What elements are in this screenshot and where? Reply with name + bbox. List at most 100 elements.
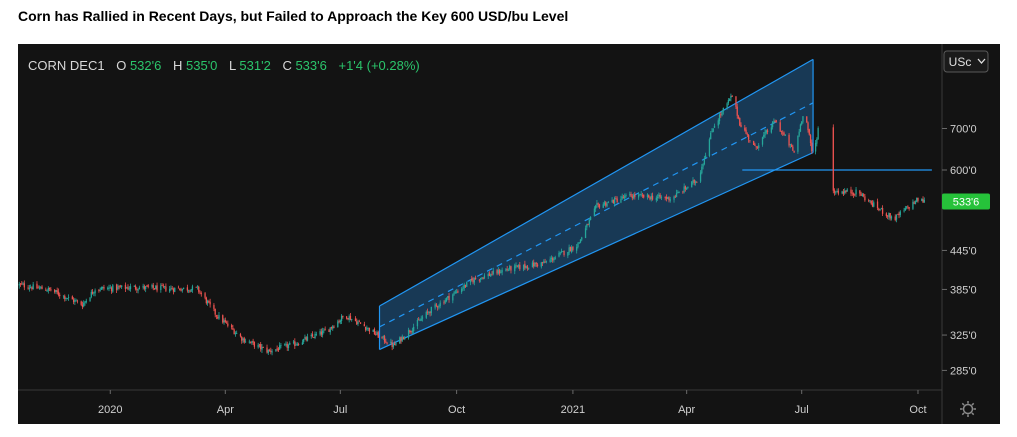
candle-body <box>602 204 604 208</box>
candle-body <box>373 329 376 335</box>
unit-selector-bg[interactable] <box>943 50 989 73</box>
close-value: 533'6 <box>295 58 326 73</box>
candle-body <box>659 194 661 198</box>
candle-body <box>50 289 52 291</box>
candle-body <box>625 194 627 196</box>
candle-body <box>429 311 431 314</box>
candle-body <box>533 262 535 267</box>
price-axis[interactable]: 285'0 325'0 385'0 445'0 600'0 700'0 <box>942 123 977 377</box>
candle-body <box>519 264 521 270</box>
candle-body <box>75 300 77 302</box>
candle-body <box>27 287 29 289</box>
candle-body <box>46 290 48 292</box>
candle-body <box>621 196 623 199</box>
candle-body <box>603 202 606 205</box>
unit-selector-button[interactable]: USc <box>943 50 989 73</box>
candle-body <box>357 322 359 325</box>
candle-body <box>462 288 464 290</box>
x-tick-label: Oct <box>448 404 465 416</box>
candle-body <box>783 132 785 136</box>
candle-body <box>267 350 269 353</box>
candle-body <box>579 239 582 243</box>
candle-body <box>297 344 300 345</box>
candle-body <box>314 333 316 338</box>
chart-panel[interactable]: 285'0 325'0 385'0 445'0 600'0 700'0 2020 Apr Ju… <box>18 44 1000 424</box>
candle-body <box>170 287 172 289</box>
candle-body <box>137 289 139 291</box>
y-tick-label: 445'0 <box>950 245 977 257</box>
candle-body <box>897 213 899 215</box>
candle-body <box>905 206 908 208</box>
candle-body <box>528 267 530 269</box>
candle-body <box>870 200 872 204</box>
candle-body <box>581 237 583 240</box>
candle-body <box>717 120 719 126</box>
candle-body <box>667 196 669 200</box>
candle-body <box>115 284 118 290</box>
candle-body <box>541 262 544 264</box>
time-axis[interactable]: 2020 Apr Jul Oct 2021 Apr Jul Oct <box>98 390 927 416</box>
candle-body <box>165 286 167 291</box>
candle-body <box>315 334 317 335</box>
last-price-badge-bg <box>942 193 990 210</box>
change-value: +1'4 (+0.28%) <box>338 58 419 73</box>
candle-body <box>869 200 871 202</box>
candle-body <box>577 243 579 247</box>
candle-body <box>161 285 163 287</box>
candle-body <box>251 341 253 343</box>
candle-body <box>744 127 746 131</box>
candle-body <box>622 197 625 199</box>
candle-body <box>47 287 49 291</box>
candle-body <box>861 194 864 197</box>
price-chart[interactable]: 285'0 325'0 385'0 445'0 600'0 700'0 2020 Apr Ju… <box>18 44 1000 424</box>
candle-body <box>611 200 613 202</box>
candle-body <box>383 336 386 342</box>
candle-body <box>83 302 85 307</box>
candle-body <box>606 203 608 207</box>
candle-body <box>774 120 776 123</box>
candle-body <box>792 146 794 151</box>
symbol-name: CORN DEC1 <box>28 58 105 73</box>
candle-body <box>262 347 264 348</box>
candle-body <box>691 181 693 188</box>
candle-body <box>632 195 635 198</box>
candle-body <box>755 146 757 148</box>
candle-body <box>80 301 82 305</box>
candle-body <box>329 327 331 333</box>
candle-body <box>394 343 396 346</box>
candle-body <box>354 318 357 321</box>
candle-body <box>81 304 84 307</box>
candle-body <box>328 330 330 332</box>
candle-body <box>332 326 334 329</box>
candle-body <box>593 208 596 217</box>
candle-body <box>85 300 87 303</box>
candle-body <box>117 286 119 290</box>
candle-body <box>894 216 896 221</box>
candle-body <box>213 305 215 309</box>
candle-body <box>38 287 41 289</box>
candle-body <box>506 269 508 270</box>
candle-body <box>199 291 201 293</box>
candle-body <box>637 194 640 198</box>
candle-body <box>419 320 421 322</box>
candle-body <box>395 343 397 345</box>
candle-body <box>225 322 228 324</box>
candle-body <box>479 277 482 280</box>
candle-body <box>674 196 676 198</box>
candle-body <box>683 186 685 193</box>
candle-body <box>41 286 43 290</box>
chevron-down-icon <box>977 58 986 64</box>
candle-body <box>620 198 622 203</box>
settings-gear-icon[interactable] <box>960 401 976 417</box>
candle-body <box>198 286 200 292</box>
candle-body <box>258 344 261 346</box>
candle-body <box>305 337 307 341</box>
candle-body <box>559 252 561 254</box>
candle-body <box>286 343 288 348</box>
candle-body <box>708 139 711 156</box>
candle-body <box>186 287 189 291</box>
candle-body <box>586 224 588 228</box>
candle-body <box>682 191 684 193</box>
candle-body <box>74 300 76 302</box>
candle-body <box>766 130 769 132</box>
